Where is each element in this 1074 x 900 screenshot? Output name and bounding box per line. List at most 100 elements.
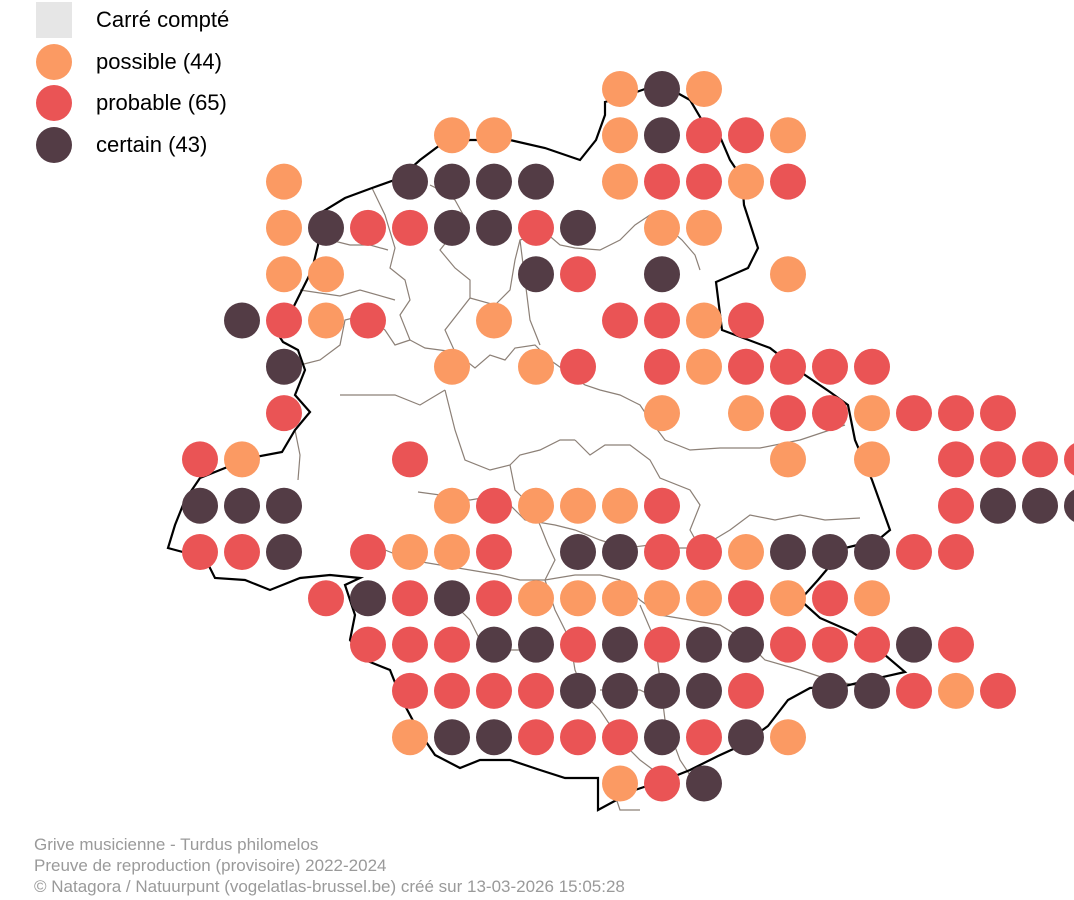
square-probable: [686, 163, 722, 200]
square-possible: [728, 534, 764, 570]
square-possible: [602, 580, 638, 617]
square-certain: [434, 580, 470, 617]
legend-item-probable: probable (65): [36, 83, 227, 123]
square-certain: [266, 534, 302, 570]
square-possible: [266, 163, 302, 200]
square-possible: [770, 441, 806, 478]
square-probable: [350, 209, 386, 246]
square-certain: [224, 487, 260, 524]
legend-item-certain: certain (43): [36, 125, 207, 165]
counted-swatch: [36, 2, 72, 38]
square-certain: [434, 209, 470, 246]
commune-boundary: [371, 184, 471, 353]
square-probable: [812, 348, 848, 385]
square-certain: [1022, 487, 1058, 524]
square-certain: [434, 719, 470, 756]
square-probable: [854, 348, 890, 385]
square-probable: [434, 672, 470, 709]
legend-item-possible: possible (44): [36, 42, 222, 82]
square-possible: [602, 163, 638, 200]
square-certain: [980, 487, 1016, 524]
square-certain: [476, 163, 512, 200]
square-certain: [644, 71, 680, 107]
commune-boundary: [294, 429, 301, 481]
square-probable: [308, 580, 344, 617]
legend-label-certain: certain (43): [96, 132, 208, 157]
square-certain: [350, 580, 386, 617]
square-certain: [686, 626, 722, 663]
square-certain: [602, 672, 638, 709]
square-probable: [1064, 443, 1074, 476]
square-probable: [560, 348, 596, 385]
square-probable: [602, 719, 638, 756]
square-probable: [980, 441, 1016, 478]
square-probable: [644, 348, 680, 385]
square-possible: [392, 534, 428, 570]
square-probable: [560, 256, 596, 293]
square-probable: [350, 302, 386, 339]
commune-boundary: [340, 389, 446, 406]
square-probable: [728, 302, 764, 339]
square-probable: [434, 626, 470, 663]
square-probable: [350, 626, 386, 663]
commune-boundary: [509, 464, 556, 581]
commune-boundary: [454, 344, 551, 369]
square-possible: [770, 117, 806, 154]
square-probable: [224, 534, 260, 570]
square-possible: [602, 117, 638, 154]
square-possible: [518, 487, 554, 524]
square-certain: [602, 534, 638, 570]
square-possible: [854, 395, 890, 432]
square-certain: [728, 626, 764, 663]
square-possible: [308, 256, 344, 293]
square-certain: [896, 626, 932, 663]
region-outline: [166, 86, 908, 812]
square-possible: [224, 441, 260, 478]
square-certain: [602, 626, 638, 663]
square-possible: [686, 302, 722, 339]
square-probable: [182, 534, 218, 570]
square-probable: [728, 672, 764, 709]
square-probable: [392, 209, 428, 246]
square-possible: [854, 580, 890, 617]
square-possible: [434, 487, 470, 524]
caption-species: Grive musicienne - Turdus philomelos: [34, 835, 319, 854]
square-possible: [518, 348, 554, 385]
atlas-squares: [182, 71, 1074, 802]
square-certain: [560, 672, 596, 709]
square-certain: [182, 487, 218, 524]
square-certain: [644, 117, 680, 154]
square-probable: [686, 117, 722, 154]
square-certain: [644, 256, 680, 293]
square-possible: [938, 672, 974, 709]
square-probable: [518, 672, 554, 709]
square-possible: [476, 302, 512, 339]
square-possible: [644, 209, 680, 246]
square-possible: [686, 348, 722, 385]
commune-boundary: [574, 439, 701, 549]
square-probable: [392, 672, 428, 709]
square-possible: [602, 71, 638, 107]
square-certain: [476, 626, 512, 663]
square-probable: [938, 534, 974, 570]
square-probable: [476, 534, 512, 570]
square-probable: [770, 163, 806, 200]
square-probable: [644, 534, 680, 570]
square-certain: [224, 302, 260, 339]
square-probable: [644, 487, 680, 524]
square-possible: [644, 395, 680, 432]
square-probable: [728, 580, 764, 617]
square-certain: [476, 719, 512, 756]
probable-swatch: [36, 85, 72, 121]
square-possible: [854, 441, 890, 478]
square-probable: [392, 626, 428, 663]
square-possible: [770, 580, 806, 617]
square-probable: [518, 719, 554, 756]
square-certain: [392, 163, 428, 200]
square-probable: [896, 395, 932, 432]
square-probable: [770, 348, 806, 385]
square-certain: [1064, 489, 1074, 522]
square-probable: [476, 580, 512, 617]
square-probable: [266, 302, 302, 339]
square-probable: [266, 395, 302, 432]
